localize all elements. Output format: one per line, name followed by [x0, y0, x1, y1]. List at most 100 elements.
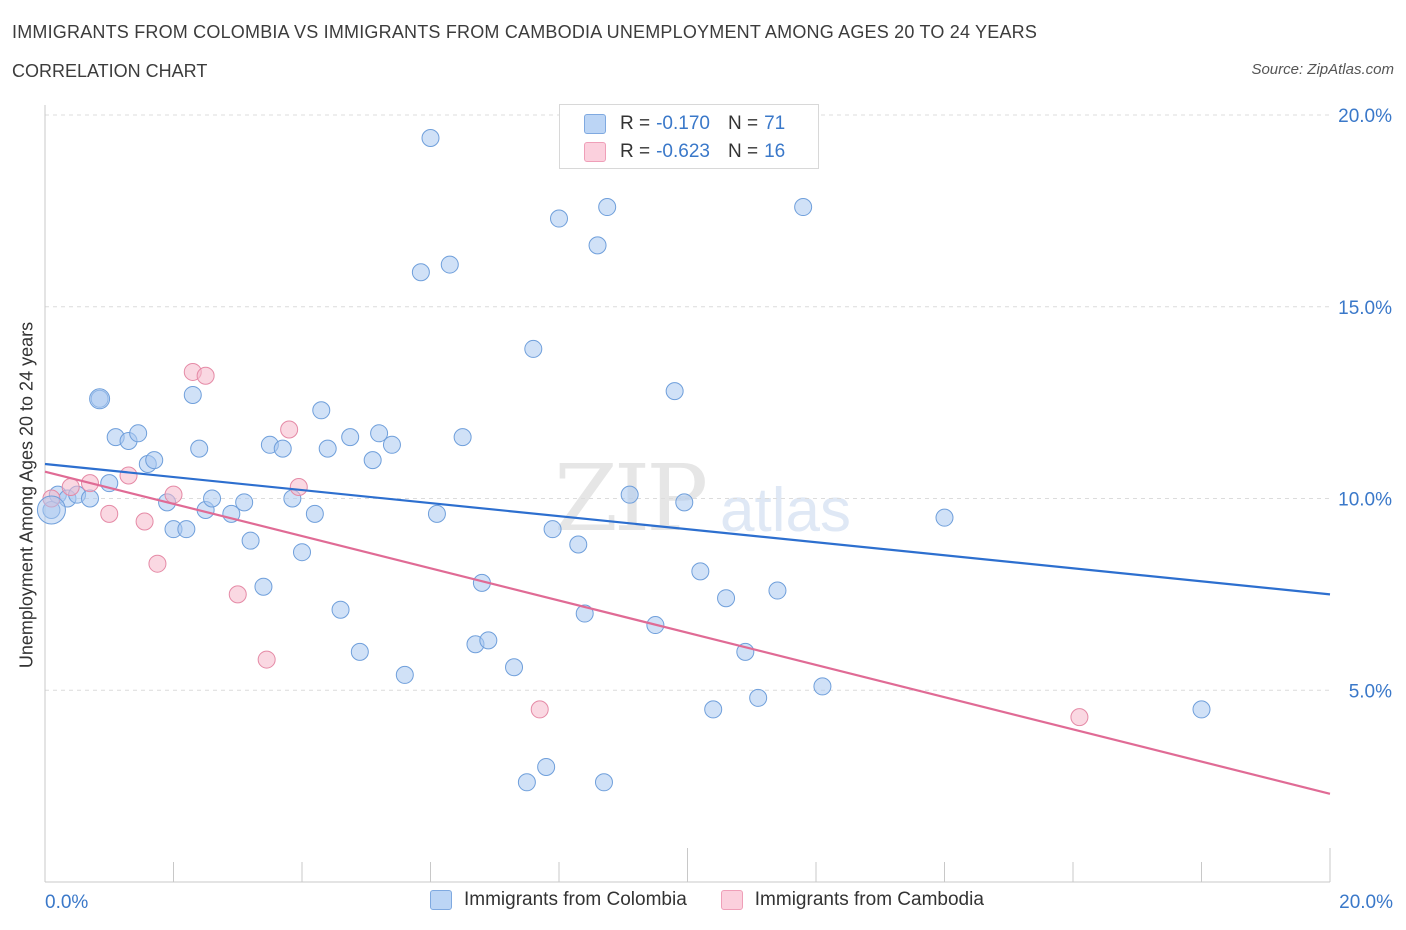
data-point-cambodia	[61, 477, 80, 496]
data-point-colombia	[241, 531, 260, 550]
legend-n-label: N =	[727, 113, 759, 134]
chart-title: IMMIGRANTS FROM COLOMBIA VS IMMIGRANTS F…	[12, 22, 1038, 42]
data-point-colombia	[749, 688, 768, 707]
data-point-colombia	[479, 631, 498, 650]
data-point-colombia	[305, 504, 324, 523]
data-point-colombia	[145, 451, 164, 470]
data-point-colombia	[537, 757, 556, 776]
data-point-colombia	[524, 339, 543, 358]
legend-item-colombia: Immigrants from Colombia	[430, 889, 687, 911]
data-point-colombia	[440, 255, 459, 274]
data-point-colombia	[235, 493, 254, 512]
data-point-colombia	[80, 489, 99, 508]
y-tick-label: 15.0%	[1338, 298, 1392, 319]
legend-row-cambodia: R = -0.623 N = 16	[584, 140, 803, 164]
data-point-colombia	[588, 236, 607, 255]
trendline-cambodia	[44, 470, 1331, 795]
watermark-atlas: atlas	[720, 476, 851, 545]
y-tick-label: 5.0%	[1349, 681, 1392, 702]
legend-row-colombia: R = -0.170 N = 71	[584, 112, 803, 136]
data-point-colombia	[550, 209, 568, 228]
data-point-cambodia	[100, 504, 119, 523]
data-point-colombia	[569, 535, 588, 554]
data-point-cambodia	[135, 512, 154, 531]
data-point-colombia	[370, 424, 389, 443]
legend-r-label: R =	[620, 141, 651, 162]
data-point-colombia	[421, 129, 440, 148]
legend-swatch-cambodia	[584, 142, 606, 162]
legend-r-value: -0.170	[656, 113, 710, 134]
data-point-colombia	[575, 604, 594, 623]
data-point-colombia	[675, 493, 694, 512]
legend-swatch-colombia	[584, 114, 606, 134]
data-point-colombia	[691, 562, 710, 581]
legend-label-cambodia: Immigrants from Cambodia	[754, 889, 984, 910]
data-point-colombia	[129, 424, 148, 443]
data-point-colombia	[453, 428, 472, 447]
data-point-colombia	[341, 428, 360, 447]
legend-r-value: -0.623	[656, 141, 710, 162]
data-point-colombia	[382, 435, 401, 454]
data-point-colombia	[794, 198, 813, 217]
data-point-colombia	[543, 520, 562, 539]
data-point-cambodia	[164, 485, 183, 504]
data-point-colombia	[312, 401, 331, 420]
data-point-cambodia	[1070, 708, 1089, 727]
data-point-colombia	[594, 773, 613, 792]
data-point-colombia	[768, 581, 787, 600]
chart-subtitle: CORRELATION CHART	[12, 61, 208, 81]
data-point-colombia	[517, 773, 536, 792]
data-point-colombia	[717, 589, 736, 608]
data-point-cambodia	[289, 477, 308, 496]
x-tick-label: 0.0%	[45, 892, 88, 913]
data-point-colombia	[427, 504, 446, 523]
y-tick-label: 10.0%	[1338, 490, 1392, 511]
data-point-colombia	[1192, 700, 1211, 719]
data-point-colombia	[36, 495, 66, 525]
data-point-colombia	[665, 382, 684, 401]
data-point-colombia	[177, 520, 196, 539]
data-point-colombia	[411, 263, 430, 282]
data-point-colombia	[273, 439, 292, 458]
correlation-legend: R = -0.170 N = 71 R = -0.623 N = 16	[559, 104, 819, 169]
legend-n-label: N =	[727, 141, 759, 162]
data-point-colombia	[813, 677, 832, 696]
data-point-colombia	[293, 543, 311, 562]
legend-item-cambodia: Immigrants from Cambodia	[720, 889, 984, 911]
legend-swatch-cambodia	[720, 890, 743, 910]
data-point-cambodia	[280, 420, 299, 439]
data-point-colombia	[598, 198, 617, 217]
data-point-colombia	[183, 385, 202, 404]
data-point-cambodia	[530, 700, 549, 719]
y-axis-label: Unemployment Among Ages 20 to 24 years	[16, 321, 37, 669]
data-point-cambodia	[196, 366, 215, 385]
data-point-cambodia	[228, 585, 247, 604]
y-tick-label: 20.0%	[1338, 106, 1392, 127]
trendline-colombia	[44, 462, 1331, 596]
legend-n-value: 71	[764, 113, 786, 134]
data-point-colombia	[331, 600, 350, 619]
series-legend: Immigrants from Colombia Immigrants from…	[430, 889, 1018, 911]
legend-label-colombia: Immigrants from Colombia	[464, 889, 687, 910]
legend-r-label: R =	[620, 113, 651, 134]
legend-swatch-colombia	[430, 890, 452, 910]
data-point-colombia	[363, 451, 382, 470]
data-point-cambodia	[119, 466, 138, 485]
data-point-colombia	[254, 577, 273, 596]
data-point-colombia	[350, 642, 369, 661]
data-point-colombia	[395, 665, 414, 684]
x-tick-label: 20.0%	[1339, 892, 1393, 913]
data-point-colombia	[935, 508, 954, 527]
data-point-colombia	[620, 485, 639, 504]
data-point-colombia	[203, 489, 222, 508]
data-point-cambodia	[148, 554, 167, 573]
data-point-colombia	[318, 439, 337, 458]
data-point-colombia	[704, 700, 723, 719]
data-point-colombia	[505, 658, 524, 677]
data-point-colombia	[190, 439, 209, 458]
source-credit: Source: ZipAtlas.com	[1251, 61, 1394, 78]
legend-n-value: 16	[764, 141, 786, 162]
data-point-cambodia	[257, 650, 276, 669]
data-point-colombia	[89, 388, 111, 410]
